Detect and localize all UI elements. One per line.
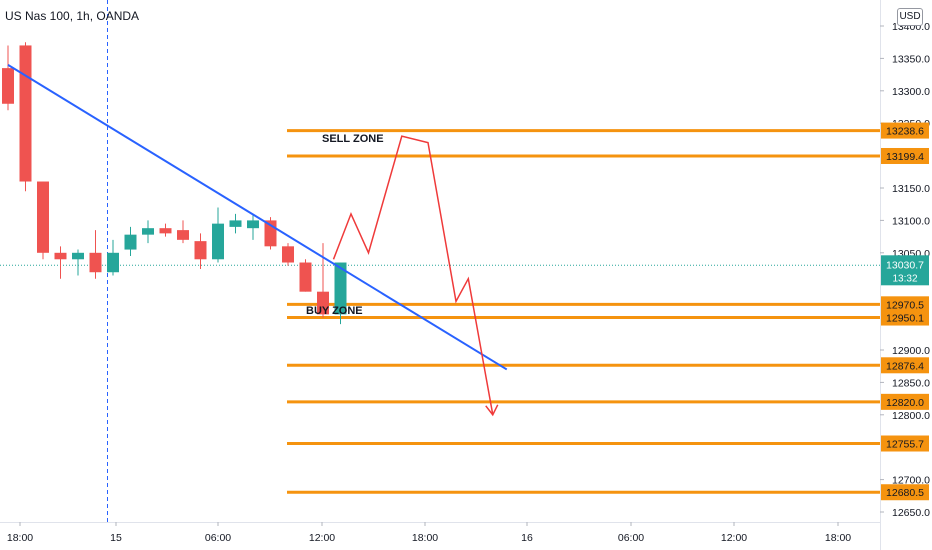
- level-price-label: 13199.4: [886, 151, 924, 163]
- candle-body[interactable]: [177, 230, 189, 240]
- level-price-badge: [881, 147, 929, 164]
- current-price-badge: [881, 255, 929, 286]
- level-price-label: 12755.7: [886, 439, 924, 451]
- candle-body[interactable]: [89, 252, 102, 273]
- level-price-label: 12820.0: [886, 397, 924, 409]
- candle-body[interactable]: [19, 45, 32, 182]
- symbol-title[interactable]: US Nas 100, 1h, OANDA: [5, 9, 140, 23]
- y-tick-label: 12700.0: [892, 475, 930, 487]
- candle-body[interactable]: [282, 246, 294, 263]
- projection-path[interactable]: [332, 135, 494, 415]
- level-price-badge: [881, 357, 929, 374]
- candle-body[interactable]: [212, 223, 224, 260]
- candle-body[interactable]: [37, 181, 49, 253]
- level-price-badge: [881, 309, 929, 326]
- projection-arrowhead: [485, 404, 499, 417]
- x-tick-label: 18:00: [7, 532, 33, 544]
- buy-zone-label: BUY ZONE: [306, 305, 363, 317]
- bar-countdown-label: 13:32: [892, 273, 917, 284]
- level-price-label: 12970.5: [886, 299, 924, 311]
- candle-body[interactable]: [159, 228, 172, 234]
- level-price-label: 12876.4: [886, 360, 924, 372]
- candle-body[interactable]: [72, 252, 84, 260]
- y-tick-label: 13350.0: [892, 53, 930, 65]
- x-tick-label: 12:00: [309, 532, 335, 544]
- time-axis[interactable]: [0, 522, 880, 550]
- level-price-label: 12950.1: [886, 313, 924, 325]
- candle-body[interactable]: [229, 220, 242, 227]
- level-price-badge: [881, 484, 929, 501]
- level-price-label: 12680.5: [886, 487, 924, 499]
- x-tick-label: 18:00: [412, 532, 438, 544]
- level-price-badge: [881, 122, 929, 139]
- candle-body[interactable]: [124, 234, 137, 250]
- y-tick-label: 12850.0: [892, 377, 930, 389]
- candle-body[interactable]: [299, 262, 312, 292]
- y-tick-label: 13100.0: [892, 215, 930, 227]
- current-price-label: 13030.7: [886, 259, 924, 271]
- trend-line[interactable]: [7, 64, 508, 371]
- candle-body[interactable]: [334, 262, 347, 315]
- level-price-badge: [881, 393, 929, 410]
- x-tick-label: 06:00: [205, 532, 231, 544]
- candle-body[interactable]: [247, 220, 259, 229]
- level-price-badge: [881, 296, 929, 313]
- y-tick-label: 12800.0: [892, 410, 930, 422]
- candle-body[interactable]: [2, 68, 14, 104]
- y-tick-label: 12900.0: [892, 345, 930, 357]
- candle-body[interactable]: [142, 228, 154, 235]
- level-price-badge: [881, 435, 929, 452]
- candle-body[interactable]: [54, 252, 67, 260]
- x-tick-label: 12:00: [721, 532, 747, 544]
- x-tick-label: 15: [110, 532, 122, 544]
- y-tick-label: 13150.0: [892, 183, 930, 195]
- x-tick-label: 06:00: [618, 532, 644, 544]
- plot-area[interactable]: [0, 0, 880, 522]
- sell-zone-label: SELL ZONE: [322, 133, 384, 145]
- level-price-label: 13238.6: [886, 126, 924, 138]
- currency-button[interactable]: USD: [897, 8, 923, 26]
- x-tick-label: 16: [521, 532, 533, 544]
- candle-body[interactable]: [107, 252, 119, 273]
- candle-body[interactable]: [317, 291, 329, 315]
- x-tick-label: 18:00: [825, 532, 851, 544]
- y-tick-label: 12650.0: [892, 507, 930, 519]
- y-tick-label: 13300.0: [892, 86, 930, 98]
- candle-body[interactable]: [194, 241, 207, 260]
